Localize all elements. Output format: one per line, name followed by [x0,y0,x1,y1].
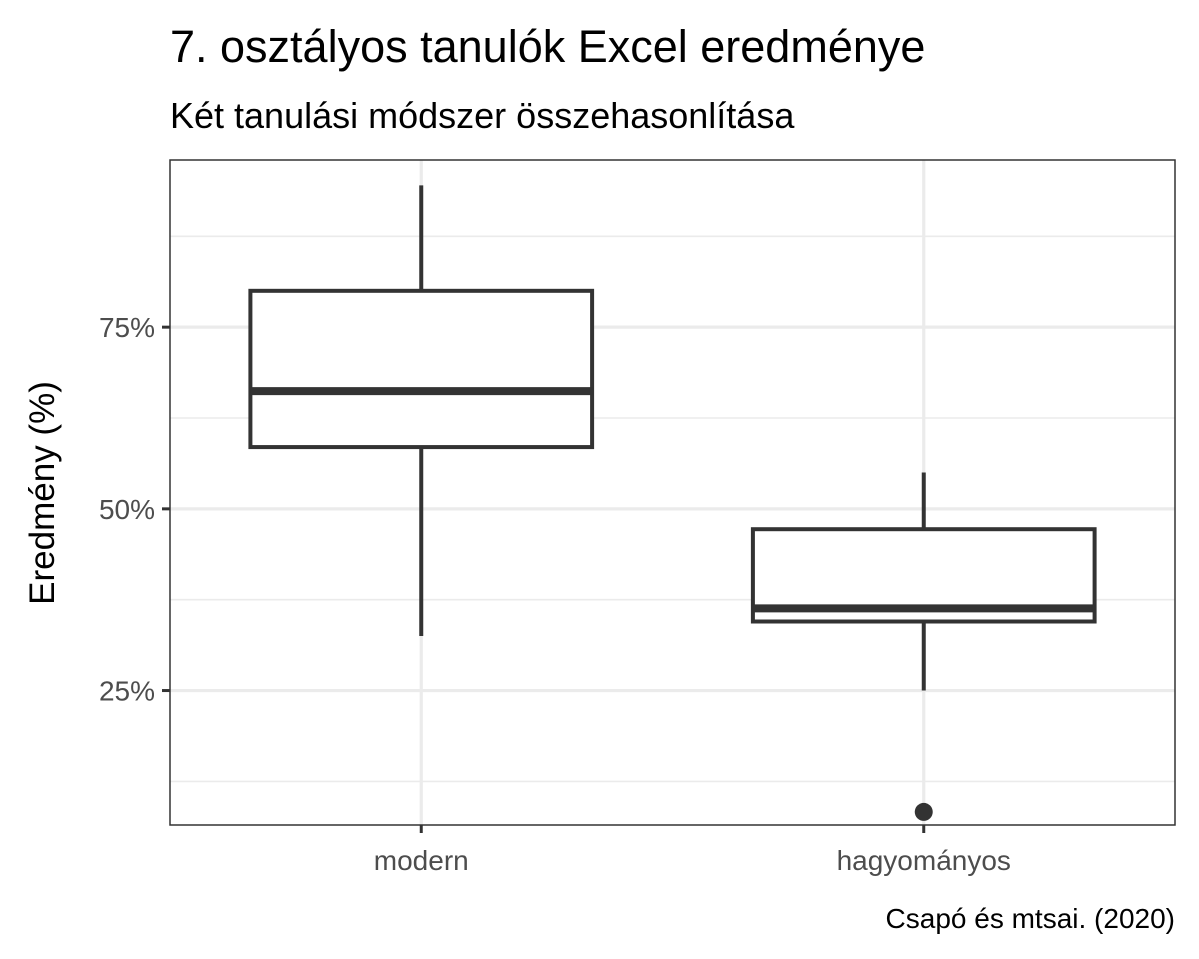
chart-subtitle: Két tanulási módszer összehasonlítása [170,95,795,136]
y-axis-title: Eredmény (%) [23,381,62,605]
gridlines [170,160,1175,825]
y-axis: 25% 50% 75% [99,312,170,707]
panel-border [169,159,1176,826]
chart-title: 7. osztályos tanulók Excel eredménye [170,21,925,72]
y-tick-label: 25% [99,676,155,707]
chart-caption: Csapó és mtsai. (2020) [886,903,1175,934]
x-tick-label: hagyományos [837,845,1011,876]
x-tick-label: modern [374,845,469,876]
boxplot-series [248,185,1097,821]
box-iqr [248,288,595,450]
y-tick-label: 50% [99,494,155,525]
y-tick-label: 75% [99,312,155,343]
x-axis: modern hagyományos [374,825,1011,876]
outlier-point [914,802,933,821]
box-modern [248,185,595,637]
box-hagyomanyos [750,472,1097,821]
